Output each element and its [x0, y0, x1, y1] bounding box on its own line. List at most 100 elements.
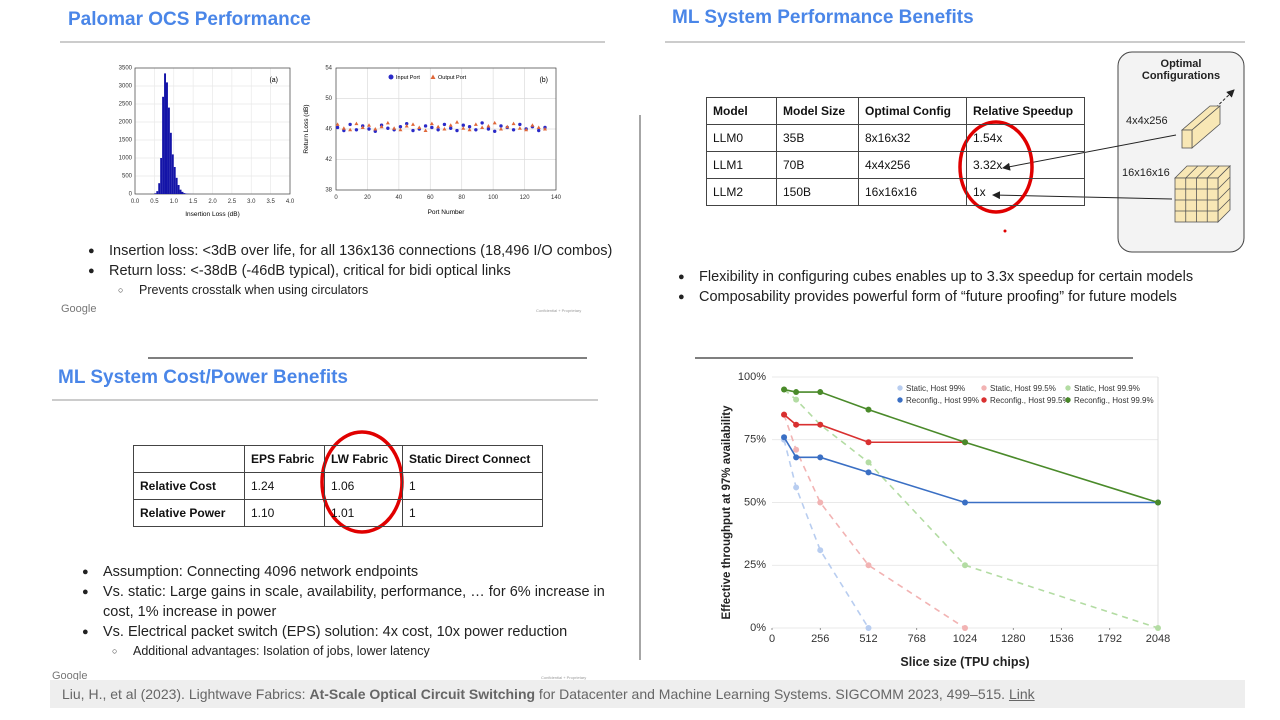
x-tick-label: 2.5 — [228, 199, 237, 205]
bullet-list: ● Assumption: Connecting 4096 network end… — [82, 562, 607, 660]
point — [536, 125, 541, 129]
bullet-item: ● Vs. Electrical packet switch (EPS) solu… — [82, 622, 607, 642]
x-tick-label: 2.0 — [208, 199, 217, 205]
hist-bar — [177, 185, 180, 194]
point — [455, 120, 459, 124]
citation: Liu, H., et al (2023). Lightwave Fabrics… — [50, 680, 1245, 708]
series-line — [783, 436, 1158, 504]
point — [865, 439, 872, 446]
x-tick-label: 0 — [769, 633, 775, 645]
series-line — [783, 388, 1159, 629]
citation-link[interactable]: Link — [1008, 686, 1035, 702]
y-tick-label: 3000 — [119, 84, 133, 90]
point — [335, 122, 340, 126]
point — [367, 127, 371, 131]
point — [517, 126, 522, 130]
cube-edge — [1217, 176, 1231, 190]
table: Model Model Size Optimal Config Relative Sp… — [706, 97, 1085, 206]
x-tick-label: 512 — [859, 633, 877, 645]
y-tick-label: 54 — [325, 66, 332, 72]
series-line — [783, 414, 965, 444]
bullet-text: Return loss: <-38dB (-46dB typical), cri… — [109, 263, 511, 279]
point — [379, 124, 384, 129]
hist-bar — [171, 154, 174, 194]
row-header: Relative Cost — [133, 472, 245, 500]
point — [367, 123, 371, 127]
table-header: EPS Fabric — [244, 445, 325, 473]
table-header: Model — [706, 97, 777, 125]
legend-label: Reconfig., Host 99.9% — [1074, 396, 1154, 405]
x-tick-label: 120 — [520, 195, 531, 201]
x-tick-label: 100 — [488, 195, 499, 201]
point — [404, 123, 409, 128]
legend-marker — [897, 397, 903, 403]
point — [442, 127, 447, 131]
x-tick-label: 1024 — [953, 633, 977, 645]
legend-marker — [981, 397, 987, 403]
hist-bar — [154, 193, 157, 194]
point — [793, 396, 800, 403]
bullet-item: ● Vs. static: Large gains in scale, avail… — [82, 582, 607, 622]
series-line — [783, 414, 966, 629]
x-tick-label: 20 — [364, 195, 371, 201]
point — [449, 126, 453, 130]
point — [962, 625, 968, 631]
point — [423, 128, 428, 133]
bullet-text: Vs. Electrical packet switch (EPS) solut… — [103, 624, 568, 640]
hist-bar — [175, 177, 178, 194]
x-tick-label: 1280 — [1001, 633, 1025, 645]
series-line — [783, 439, 870, 629]
point — [793, 454, 800, 461]
point — [385, 120, 390, 125]
point — [865, 406, 872, 413]
point — [467, 127, 472, 132]
y-tick-label: 75% — [744, 434, 766, 446]
table-header: LW Fabric — [324, 445, 403, 473]
point — [398, 127, 403, 132]
legend-marker — [1065, 397, 1071, 403]
x-tick-label: 140 — [551, 195, 562, 201]
table-cell: 1.01 — [324, 499, 403, 527]
panel-title: Palomar OCS Performance — [68, 9, 311, 30]
hist-bar — [166, 82, 168, 194]
y-tick-label: 0% — [750, 622, 766, 634]
point — [493, 129, 497, 133]
legend-marker — [388, 74, 394, 80]
diagram-title: Optimal Configurations — [1141, 58, 1221, 82]
table-row: LLM2 150B 16x16x16 1x — [706, 178, 1085, 206]
x-tick-label: 1536 — [1049, 633, 1073, 645]
table-header: Relative Speedup — [966, 97, 1085, 125]
table-header: Model Size — [776, 97, 859, 125]
x-tick-label: 1.0 — [170, 199, 179, 205]
point — [480, 125, 485, 129]
config-label: 16x16x16 — [1122, 167, 1170, 179]
hist-bar — [160, 158, 163, 194]
table-cell: 1.24 — [244, 472, 325, 500]
point — [348, 127, 353, 132]
table-header: Optimal Config — [858, 97, 967, 125]
bullet-marker: ● — [82, 626, 89, 638]
point — [817, 547, 824, 554]
point — [865, 469, 872, 476]
series-line — [783, 388, 1159, 504]
x-axis-title: Slice size (TPU chips) — [900, 655, 1029, 669]
x-tick-label: 0 — [334, 195, 338, 201]
point — [793, 389, 800, 396]
hist-bar — [167, 107, 170, 194]
table-row: Relative Cost 1.24 1.06 1 — [133, 472, 543, 500]
point — [817, 454, 824, 461]
table-cell: 3.32x — [966, 151, 1085, 179]
point — [392, 126, 397, 130]
bullet-text: Composability provides powerful form of … — [699, 289, 1177, 305]
cube-edge — [1217, 187, 1231, 201]
point — [524, 127, 529, 132]
point — [793, 484, 800, 491]
point — [398, 125, 403, 129]
table-cell: 70B — [776, 151, 859, 179]
table-cell: 16x16x16 — [858, 178, 967, 206]
bullet-marker: ● — [88, 265, 95, 277]
bullet-marker: ● — [678, 291, 685, 303]
x-tick-label: 256 — [811, 633, 829, 645]
y-tick-label: 2000 — [119, 120, 133, 126]
table-cell: 150B — [776, 178, 859, 206]
